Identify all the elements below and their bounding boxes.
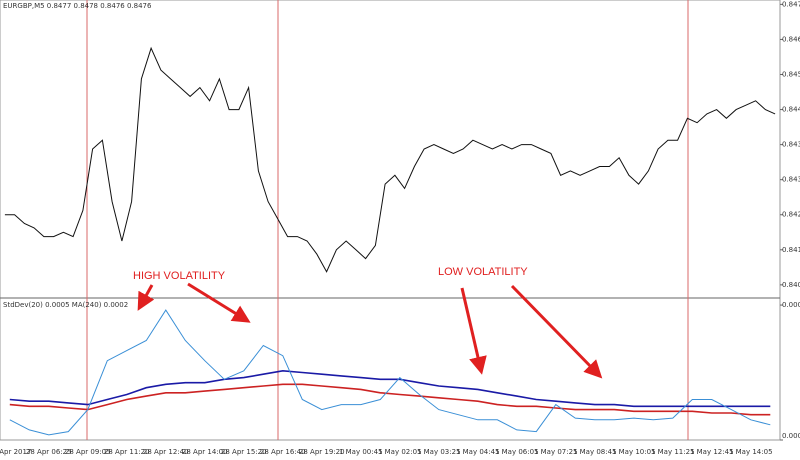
arrow bbox=[460, 287, 487, 375]
x-tick-label: 28 Apr 12:40 bbox=[143, 448, 189, 456]
y-tick-label: 0.0008 bbox=[782, 301, 800, 309]
y-tick-label: 0.8414 bbox=[782, 246, 800, 254]
annotation: LOW VOLATILITY bbox=[438, 266, 528, 278]
series-line bbox=[4, 46, 776, 273]
price-header: EURGBP,M5 0.8477 0.8478 0.8476 0.8476 bbox=[3, 2, 152, 10]
x-tick-label: 1 May 10:05 bbox=[612, 448, 656, 456]
x-tick-label: 1 May 11:25 bbox=[651, 448, 695, 456]
x-tick-label: 1 May 03:25 bbox=[417, 448, 461, 456]
x-tick-label: 28 Apr 11:20 bbox=[104, 448, 150, 456]
arrow bbox=[187, 282, 251, 323]
x-tick-label: 1 May 06:05 bbox=[495, 448, 539, 456]
x-tick-label: 1 May 14:05 bbox=[729, 448, 773, 456]
arrow bbox=[510, 284, 603, 379]
x-tick-label: 28 Apr 16:40 bbox=[260, 448, 306, 456]
x-tick-label: 28 Apr 09:05 bbox=[65, 448, 111, 456]
x-tick-label: 1 May 00:45 bbox=[339, 448, 383, 456]
series-line bbox=[9, 369, 771, 408]
series-line bbox=[9, 309, 771, 436]
arrow bbox=[137, 284, 155, 311]
y-tick-label: 0.8462 bbox=[782, 35, 800, 43]
x-tick-label: 28 Apr 06:25 bbox=[26, 448, 72, 456]
x-tick-label: 1 May 04:45 bbox=[456, 448, 500, 456]
x-tick-label: 28 Apr 14:00 bbox=[182, 448, 228, 456]
plot-frame bbox=[0, 0, 781, 441]
x-tick-label: 1 May 02:05 bbox=[378, 448, 422, 456]
y-tick-label: 0.8422 bbox=[782, 211, 800, 219]
series-line bbox=[9, 383, 771, 416]
y-tick-label: 0.8454 bbox=[782, 71, 800, 79]
x-tick-label: 1 May 12:45 bbox=[690, 448, 734, 456]
x-tick-label: 28 Apr 2017 bbox=[0, 448, 31, 456]
x-tick-label: 28 Apr 15:20 bbox=[221, 448, 267, 456]
x-tick-label: 1 May 07:25 bbox=[534, 448, 578, 456]
x-tick-label: 28 Apr 19:20 bbox=[299, 448, 345, 456]
y-tick-label: 0.8406 bbox=[782, 281, 800, 289]
annotation: HIGH VOLATILITY bbox=[133, 270, 226, 282]
x-tick-label: 1 May 08:45 bbox=[573, 448, 617, 456]
indicator-header: StdDev(20) 0.0005 MA(240) 0.0002 bbox=[3, 301, 128, 309]
y-tick-label: 0.8446 bbox=[782, 106, 800, 114]
y-tick-label: 0.8438 bbox=[782, 141, 800, 149]
